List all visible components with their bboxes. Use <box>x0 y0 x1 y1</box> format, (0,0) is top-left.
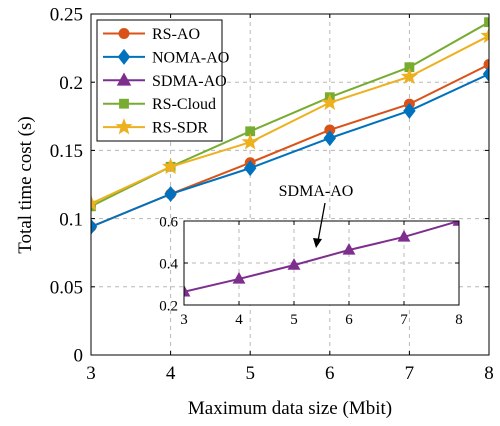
inset-x-tick-label: 3 <box>180 312 188 328</box>
main-x-tick-label: 5 <box>245 363 255 384</box>
inset-point-sdma-ao <box>184 284 191 297</box>
legend-marker-rs-sdr <box>115 118 133 135</box>
main-x-tick-label: 4 <box>166 363 176 384</box>
legend-marker-rs-cloud <box>119 98 129 109</box>
main-plot-frame <box>90 13 490 356</box>
main-point-noma-ao <box>91 218 98 235</box>
inset-point-sdma-ao <box>452 221 459 226</box>
main-point-rs-sdr <box>480 26 489 44</box>
main-y-tick-label: 0.15 <box>50 141 83 162</box>
main-point-rs-sdr <box>400 67 418 85</box>
inset-annotation-arrow <box>317 202 326 242</box>
inset-annotation-arrowhead <box>313 238 322 248</box>
legend-label-rs-ao: RS-AO <box>152 26 200 43</box>
main-x-tick-label: 3 <box>86 363 96 384</box>
inset-x-tick-label: 4 <box>235 312 243 328</box>
inset-point-sdma-ao <box>232 271 246 284</box>
inset-ticks: 3 4 5 6 7 8 0.2 0.4 0.6 <box>159 214 463 328</box>
legend-marker-rs-ao <box>118 28 130 39</box>
inset-point-sdma-ao <box>342 242 356 255</box>
legend-label-rs-cloud: RS-Cloud <box>152 96 216 113</box>
inset-point-sdma-ao <box>287 258 301 270</box>
main-point-rs-sdr <box>162 157 180 175</box>
legend: RS-AO NOMA-AO SDMA-AO RS-Cloud RS-SDR <box>96 19 229 142</box>
main-ticks: 3 4 5 6 7 800.050.10.150.20.25 <box>50 5 494 384</box>
main-point-rs-sdr <box>321 93 339 110</box>
main-point-rs-cloud <box>484 17 489 28</box>
main-x-tick-label: 6 <box>325 363 335 384</box>
inset-series <box>184 221 459 297</box>
main-y-tick-label: 0.2 <box>59 73 83 94</box>
inset-point-sdma-ao <box>397 229 411 242</box>
main-series <box>91 17 489 235</box>
legend-label-sdma-ao: SDMA-AO <box>152 73 227 90</box>
main-point-rs-ao <box>483 59 489 70</box>
main-point-rs-sdr <box>91 194 100 211</box>
inset-x-tick-label: 7 <box>400 312 408 328</box>
main-y-tick-label: 0 <box>74 346 84 367</box>
main-point-noma-ao <box>323 130 337 147</box>
inset-y-tick-label: 0.2 <box>159 298 178 314</box>
main-point-noma-ao <box>164 186 177 203</box>
main-point-noma-ao <box>403 102 416 119</box>
main-series-line-noma-ao <box>91 73 489 228</box>
main-x-tick-label: 8 <box>484 363 494 384</box>
legend-marker-sdma-ao <box>116 72 132 86</box>
legend-label-rs-sdr: RS-SDR <box>152 120 208 137</box>
main-series-line-rs-sdr <box>91 34 489 205</box>
main-point-noma-ao <box>243 160 257 177</box>
inset-annotation: SDMA-AO <box>279 183 354 200</box>
inset-y-tick-label: 0.6 <box>159 214 178 230</box>
inset-x-tick-label: 5 <box>290 312 298 328</box>
main-y-tick-label: 0.25 <box>50 5 83 26</box>
main-point-noma-ao <box>482 66 489 83</box>
y-axis-label: Total time cost (s) <box>15 116 36 253</box>
inset-y-tick-label: 0.4 <box>159 256 178 272</box>
inset-x-tick-label: 8 <box>455 312 463 328</box>
legend-marker-noma-ao <box>117 48 131 65</box>
inset-x-tick-label: 6 <box>345 312 353 328</box>
main-y-tick-label: 0.05 <box>50 277 83 298</box>
inset-series-line-sdma-ao <box>184 221 459 293</box>
main-point-rs-sdr <box>241 133 259 150</box>
x-axis-label: Maximum data size (Mbit) <box>188 398 392 419</box>
main-y-tick-label: 0.1 <box>59 209 83 230</box>
legend-label-noma-ao: NOMA-AO <box>152 49 229 66</box>
main-x-tick-label: 7 <box>405 363 415 384</box>
